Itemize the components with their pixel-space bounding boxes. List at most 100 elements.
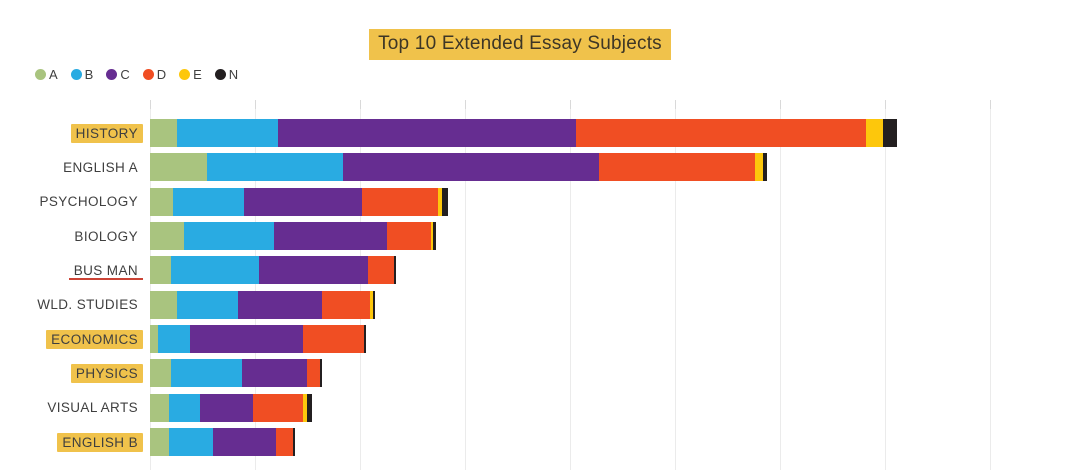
legend-item-c: C [106, 67, 130, 82]
bar-segment-b [177, 290, 239, 319]
legend-label: N [228, 67, 239, 82]
bar-segment-d [252, 393, 304, 422]
bar-segment-n [433, 222, 436, 250]
gridline [989, 100, 991, 470]
bar-segment-b [183, 222, 274, 250]
row-label-text: WLD. STUDIES [37, 297, 138, 313]
bar-segment-n [320, 359, 323, 388]
bar-bus-man [150, 256, 396, 285]
bar-history [150, 119, 898, 147]
legend-item-d: D [142, 67, 167, 82]
row-label-text: PHYSICS [70, 363, 143, 383]
legend-label: A [49, 67, 58, 82]
bar-segment-a [150, 290, 178, 319]
bar-english-a [150, 153, 768, 182]
bar-economics [150, 325, 367, 353]
bar-segment-e [370, 290, 373, 319]
legend-label: D [156, 67, 167, 82]
bar-segment-c [189, 325, 304, 353]
bar-segment-c [242, 359, 308, 388]
row-label-wld-studies: WLD. STUDIES [32, 291, 143, 319]
bar-segment-n [292, 428, 295, 456]
bar-visual-arts [150, 393, 312, 422]
gridline [569, 100, 571, 470]
row-label-text: BIOLOGY [74, 228, 138, 244]
row-label-text: HISTORY [70, 123, 143, 143]
bar-segment-n [882, 119, 898, 147]
row-label-text: ECONOMICS [46, 329, 143, 349]
bar-segment-b [158, 325, 190, 353]
gridline [255, 100, 256, 470]
row-label-bus-man: BUS MAN [68, 256, 143, 284]
gridline [359, 100, 361, 470]
legend-swatch-icon [35, 69, 46, 80]
bar-segment-c [212, 428, 276, 456]
bar-segment-b [173, 187, 245, 216]
bar-segment-n [364, 325, 367, 353]
bar-segment-a [150, 222, 184, 250]
row-label-visual-arts: VISUAL ARTS [42, 394, 143, 422]
bar-segment-b [168, 428, 213, 456]
bar-segment-a [150, 393, 169, 422]
bar-english-b [150, 428, 295, 456]
legend-item-b: B [70, 67, 93, 82]
gridline [779, 100, 781, 470]
legend-swatch-icon [142, 69, 154, 80]
bar-segment-d [275, 428, 293, 456]
bar-segment-b [177, 119, 279, 147]
bar-segment-n [441, 187, 449, 216]
legend-item-e: E [179, 67, 202, 82]
bar-segment-d [322, 290, 371, 319]
row-label-english-a: ENGLISH A [58, 153, 143, 181]
axis-tick [359, 100, 361, 109]
bar-segment-a [150, 325, 159, 353]
plot-area [150, 100, 1080, 470]
bar-segment-n [307, 393, 312, 422]
row-label-history: HISTORY [70, 119, 143, 147]
axis-tick [884, 100, 886, 109]
legend-label: E [193, 67, 202, 82]
axis-tick [779, 100, 781, 109]
gridline [884, 100, 886, 470]
axis-tick [464, 100, 466, 109]
bar-segment-d [362, 187, 438, 216]
bar-segment-e [754, 153, 763, 182]
bar-segment-c [238, 290, 323, 319]
legend-swatch-icon [179, 69, 191, 80]
chart-title: Top 10 Extended Essay Subjects [369, 29, 671, 60]
legend-swatch-icon [214, 69, 226, 80]
bar-segment-a [150, 187, 174, 216]
bar-segment-n [762, 153, 768, 182]
bar-segment-c [278, 119, 577, 147]
axis-tick [569, 100, 571, 109]
bar-segment-c [259, 256, 369, 285]
bar-segment-a [150, 153, 207, 182]
bar-segment-c [244, 187, 363, 216]
row-label-text: VISUAL ARTS [47, 400, 138, 416]
row-label-english-b: ENGLISH B [57, 428, 143, 456]
axis-tick [989, 100, 991, 109]
bar-segment-e [303, 393, 308, 422]
gridline [674, 100, 676, 470]
bar-segment-e [437, 187, 442, 216]
bar-segment-d [303, 325, 365, 353]
legend-swatch-icon [70, 69, 82, 80]
legend-item-n: N [214, 67, 239, 82]
bar-segment-b [168, 393, 201, 422]
gridline [150, 100, 151, 470]
bar-segment-d [368, 256, 394, 285]
legend-label: C [120, 67, 130, 82]
bar-segment-d [599, 153, 755, 182]
bar-psychology [150, 187, 449, 216]
bar-segment-c [200, 393, 253, 422]
legend-item-a: A [35, 67, 58, 82]
bar-segment-d [387, 222, 432, 250]
bar-segment-a [150, 256, 171, 285]
category-labels: HISTORY ENGLISH A PSYCHOLOGY BIOLOGY BUS MAN… [0, 100, 143, 470]
bar-segment-a [150, 119, 178, 147]
gridline [464, 100, 466, 470]
axis-tick [674, 100, 676, 109]
row-label-text: PSYCHOLOGY [39, 194, 138, 210]
